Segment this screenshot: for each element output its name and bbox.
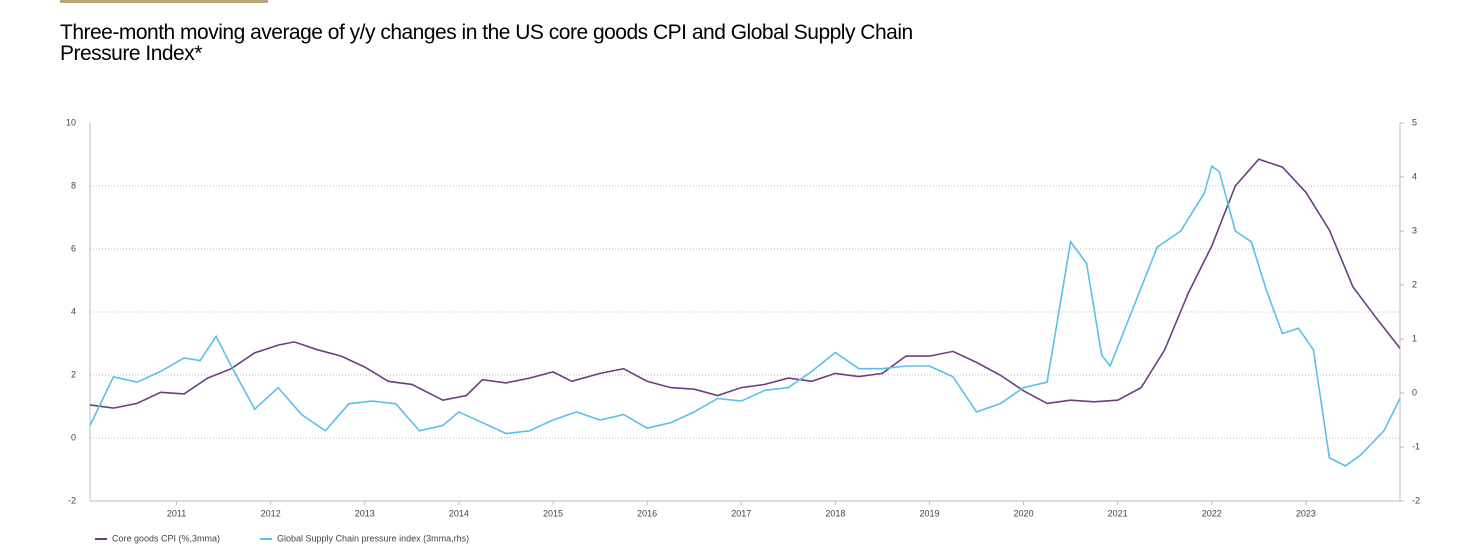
x-tick-label: 2018 (825, 508, 845, 518)
series-line (89, 164, 1401, 467)
x-tick-label: 2017 (731, 508, 751, 518)
y2-tick-label: 3 (1412, 225, 1417, 235)
x-tick-label: 2013 (355, 508, 375, 518)
y-tick-label: -2 (68, 495, 76, 505)
y2-tick-label: -1 (1412, 441, 1420, 451)
x-tick-label: 2014 (449, 508, 469, 518)
y2-tick-label: 1 (1412, 333, 1417, 343)
x-tick-label: 2015 (543, 508, 563, 518)
y-tick-label: 10 (66, 117, 76, 127)
x-tick-label: 2011 (167, 508, 186, 518)
x-tick-label: 2012 (261, 508, 281, 518)
series-line (89, 158, 1401, 409)
x-tick-label: 2016 (637, 508, 657, 518)
x-tick-label: 2019 (919, 508, 939, 518)
x-tick-label: 2022 (1202, 508, 1222, 518)
legend-label: Global Supply Chain pressure index (3mma… (277, 533, 469, 543)
y-tick-label: 0 (71, 432, 76, 442)
y2-tick-label: 2 (1412, 279, 1417, 289)
y-tick-label: 8 (71, 180, 76, 190)
accent-bar (60, 0, 268, 3)
x-tick-label: 2023 (1296, 508, 1316, 518)
y-tick-label: 6 (71, 243, 76, 253)
y-tick-label: 2 (71, 369, 76, 379)
y2-tick-label: 0 (1412, 387, 1417, 397)
y2-tick-label: 5 (1412, 117, 1417, 127)
y2-tick-label: -2 (1412, 495, 1420, 505)
y-tick-label: 4 (71, 306, 76, 316)
x-tick-label: 2020 (1014, 508, 1034, 518)
legend-label: Core goods CPI (%,3mma) (112, 533, 220, 543)
x-tick-label: 2021 (1108, 508, 1128, 518)
y2-tick-label: 4 (1412, 171, 1417, 181)
chart-title: Three-month moving average of y/y change… (60, 21, 913, 65)
